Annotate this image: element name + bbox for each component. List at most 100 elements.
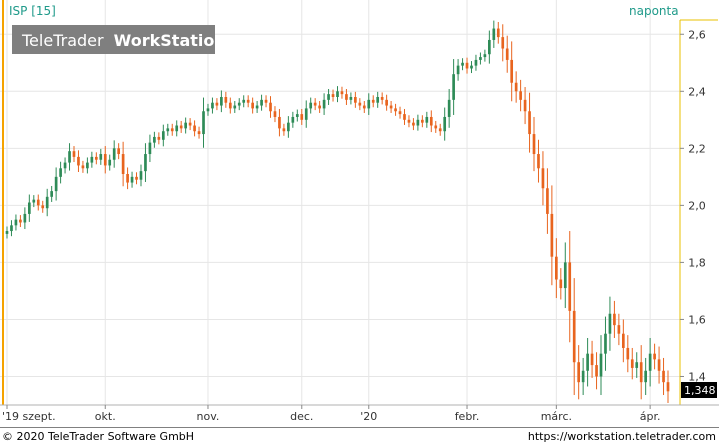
- candle[interactable]: [269, 96, 272, 118]
- candle[interactable]: [496, 21, 500, 44]
- candle[interactable]: [519, 79, 522, 112]
- candle[interactable]: [86, 157, 89, 174]
- candle[interactable]: [14, 214, 18, 231]
- candle[interactable]: [59, 161, 62, 184]
- candle[interactable]: [559, 268, 563, 300]
- candle[interactable]: [32, 195, 36, 208]
- candle[interactable]: [233, 100, 237, 113]
- candle[interactable]: [251, 97, 254, 114]
- candle[interactable]: [36, 194, 40, 211]
- candle[interactable]: [599, 335, 603, 396]
- candle[interactable]: [242, 95, 246, 108]
- candle[interactable]: [443, 107, 447, 141]
- candle[interactable]: [630, 347, 634, 380]
- candle[interactable]: [447, 89, 451, 128]
- candle[interactable]: [590, 340, 594, 378]
- candle[interactable]: [327, 89, 330, 105]
- candle[interactable]: [304, 100, 308, 128]
- candle[interactable]: [10, 220, 13, 237]
- candle[interactable]: [54, 167, 58, 201]
- candle[interactable]: [50, 185, 54, 202]
- candle[interactable]: [541, 151, 545, 206]
- candle[interactable]: [188, 118, 192, 131]
- candle[interactable]: [403, 108, 406, 125]
- candle[interactable]: [380, 92, 384, 105]
- candle[interactable]: [41, 200, 45, 213]
- candle[interactable]: [340, 86, 344, 99]
- candle[interactable]: [657, 346, 661, 384]
- candle[interactable]: [5, 226, 9, 239]
- candle[interactable]: [626, 335, 630, 373]
- candle[interactable]: [563, 242, 567, 309]
- candle[interactable]: [157, 132, 161, 145]
- candle[interactable]: [608, 296, 612, 351]
- candle[interactable]: [228, 97, 232, 114]
- candle[interactable]: [572, 278, 576, 396]
- candle[interactable]: [336, 86, 339, 103]
- x-axis[interactable]: '19 szept. okt. nov. dec. '20 febr. márc. ápr.: [2, 405, 661, 423]
- candle[interactable]: [345, 89, 348, 105]
- candle[interactable]: [532, 116, 536, 172]
- candle[interactable]: [546, 168, 549, 234]
- candle[interactable]: [255, 100, 259, 113]
- candle[interactable]: [175, 120, 179, 137]
- candle[interactable]: [72, 146, 76, 163]
- candle[interactable]: [99, 148, 103, 165]
- candle[interactable]: [318, 100, 321, 113]
- candle[interactable]: [358, 98, 362, 111]
- candle[interactable]: [206, 103, 210, 116]
- candle[interactable]: [27, 194, 31, 222]
- candle[interactable]: [492, 20, 496, 48]
- candle[interactable]: [126, 167, 129, 190]
- candle[interactable]: [197, 126, 201, 139]
- candle[interactable]: [220, 90, 223, 113]
- candle[interactable]: [184, 117, 187, 134]
- candlesticks[interactable]: [5, 20, 670, 404]
- candle[interactable]: [322, 93, 326, 115]
- candle[interactable]: [398, 106, 402, 119]
- candle[interactable]: [555, 238, 558, 299]
- candle[interactable]: [193, 120, 196, 137]
- candle[interactable]: [148, 134, 152, 163]
- candle[interactable]: [470, 61, 473, 74]
- candle[interactable]: [63, 157, 67, 174]
- candle[interactable]: [170, 123, 174, 136]
- candle[interactable]: [144, 143, 147, 182]
- candle[interactable]: [523, 87, 527, 125]
- candle[interactable]: [617, 313, 621, 346]
- candle[interactable]: [362, 100, 366, 113]
- candle[interactable]: [68, 143, 71, 171]
- candle[interactable]: [103, 146, 107, 174]
- candle[interactable]: [514, 71, 518, 103]
- candle[interactable]: [81, 160, 85, 173]
- candle[interactable]: [300, 108, 304, 125]
- candle[interactable]: [224, 91, 228, 108]
- candle[interactable]: [456, 59, 460, 81]
- candle[interactable]: [260, 94, 263, 111]
- candle[interactable]: [211, 97, 214, 114]
- candle[interactable]: [483, 49, 487, 62]
- candle[interactable]: [90, 151, 94, 168]
- candle[interactable]: [586, 337, 589, 387]
- candle[interactable]: [568, 231, 572, 343]
- candle[interactable]: [501, 24, 505, 62]
- candle[interactable]: [639, 345, 643, 400]
- candle[interactable]: [376, 91, 380, 108]
- candle[interactable]: [505, 35, 509, 73]
- candle[interactable]: [416, 114, 420, 131]
- candle[interactable]: [367, 93, 371, 115]
- candle[interactable]: [528, 92, 531, 153]
- candle[interactable]: [161, 124, 165, 147]
- candle[interactable]: [407, 115, 411, 128]
- candle[interactable]: [510, 41, 514, 102]
- candle[interactable]: [595, 352, 598, 390]
- candle[interactable]: [371, 95, 375, 108]
- symbol-label[interactable]: ISP [15]: [9, 4, 56, 18]
- candle[interactable]: [465, 57, 469, 74]
- candle[interactable]: [653, 343, 656, 370]
- candle[interactable]: [389, 100, 393, 113]
- candle[interactable]: [394, 103, 397, 116]
- candle[interactable]: [349, 92, 353, 105]
- candle[interactable]: [635, 352, 639, 378]
